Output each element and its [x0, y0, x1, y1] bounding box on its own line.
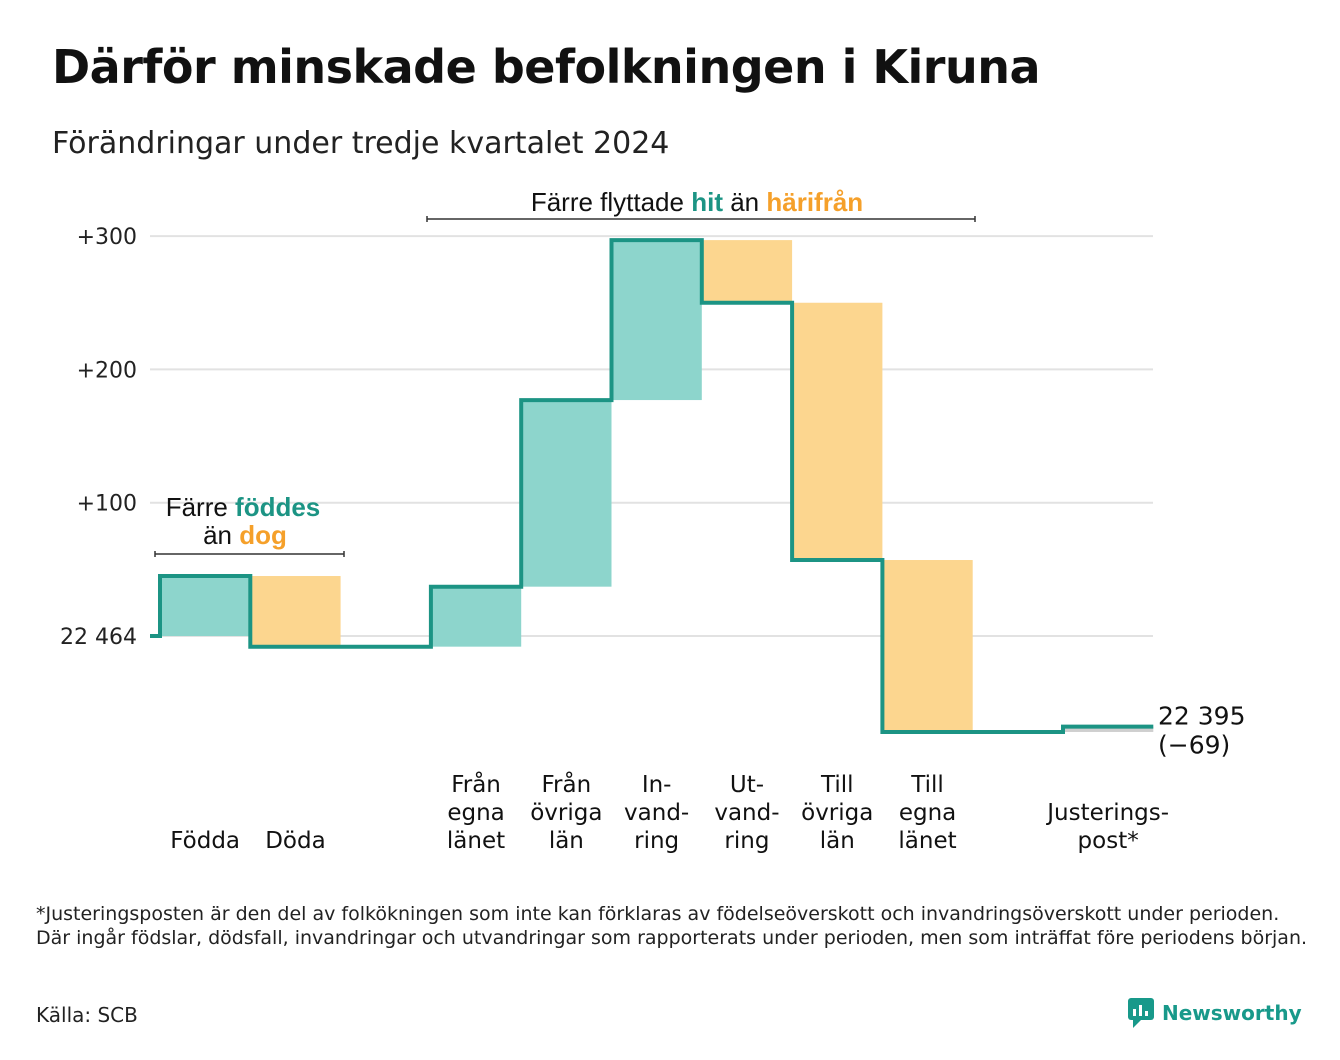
y-tick-label: +100: [77, 492, 137, 517]
waterfall-bar: [250, 576, 341, 647]
category-label: Födda: [170, 828, 240, 854]
category-label: Justerings-post*: [1045, 800, 1169, 854]
adjustment-bar: [1063, 726, 1154, 732]
y-tick-label: +300: [77, 225, 137, 250]
y-tick-label: 22 464: [60, 625, 137, 650]
footnote: *Justeringsposten är den del av folkökni…: [36, 903, 1308, 949]
brand-name: Newsworthy: [1162, 1001, 1302, 1025]
births-bracket: [154, 551, 345, 557]
migration-annotation: Färre flyttade hit än härifrån: [531, 187, 863, 217]
waterfall-chart: 22 464 +100 +200 +300 Födda Döda Från egna länet…: [60, 187, 1245, 854]
births-annotation-line1: Färre föddes: [166, 492, 321, 522]
waterfall-bar: [611, 240, 702, 401]
y-tick-label: +200: [77, 358, 137, 383]
waterfall-bar: [160, 576, 251, 636]
waterfall-bar: [521, 400, 612, 587]
category-label: In-vand-ring: [624, 772, 689, 854]
category-label: Döda: [265, 828, 325, 854]
chart-title: Därför minskade befolkningen i Kiruna: [52, 40, 1041, 94]
end-change-label: (−69): [1158, 731, 1230, 760]
category-label: Till övriga län: [801, 772, 873, 854]
population-step-line: [150, 238, 1154, 734]
births-annotation-line2: än dog: [203, 520, 287, 550]
category-label: Från övriga län: [530, 770, 602, 854]
end-value-label: 22 395: [1158, 702, 1245, 731]
chart-subtitle: Förändringar under tredje kvartalet 2024: [52, 126, 670, 161]
waterfall-bar: [430, 586, 522, 647]
source-label: Källa: SCB: [36, 1003, 138, 1027]
waterfall-bar: [882, 560, 973, 732]
waterfall-bar: [792, 302, 883, 561]
category-label: Från egna länet: [447, 770, 505, 854]
newsworthy-logo-icon: [1128, 998, 1154, 1028]
brand-logo: Newsworthy: [1128, 997, 1302, 1029]
waterfall-bar: [701, 240, 793, 303]
migration-bracket: [426, 216, 976, 222]
category-label: Till egna länet: [898, 772, 956, 854]
category-label: Ut-vand-ring: [714, 772, 779, 854]
